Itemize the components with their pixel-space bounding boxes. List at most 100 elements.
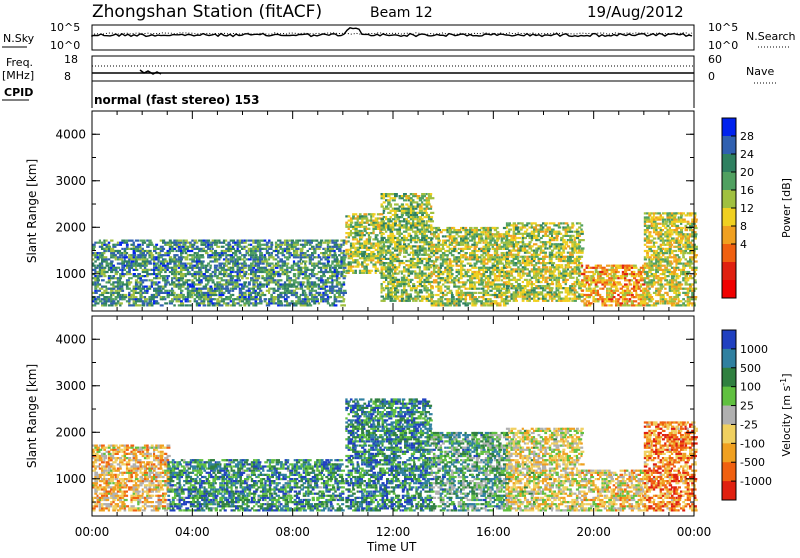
power-cell [342,260,346,263]
power-cell [412,262,416,265]
power-cell [116,277,120,280]
power-cell [110,277,114,280]
power-cell [352,215,355,218]
power-cell [462,235,467,238]
power-cell [358,232,362,235]
power-cell [548,253,552,256]
power-cell [457,304,461,307]
power-cell [519,245,524,248]
power-cell [385,287,390,290]
power-cell [487,226,491,230]
power-cell [263,268,268,271]
power-cell [398,285,403,288]
power-cell [421,236,425,240]
power-cell [213,291,217,294]
power-cell [448,304,453,307]
power-cell [466,258,470,261]
power-cell [250,277,254,280]
power-cell [247,243,251,246]
power-cell [315,264,319,267]
power-cell [475,241,479,244]
power-cell [594,268,598,271]
power-cell [466,293,471,297]
power-cell [119,293,122,297]
power-cell [382,224,385,227]
power-cell [290,285,295,288]
power-cell [425,203,429,206]
power-cell [227,298,232,301]
power-cell [354,261,357,264]
power-cell [448,231,453,234]
power-cell [587,289,593,292]
power-cell [412,211,416,214]
power-cell [130,264,135,267]
power-cell [389,268,393,271]
power-cell [153,281,157,284]
power-cell [521,285,525,288]
power-cell [421,299,424,302]
power-cell [216,268,220,271]
power-cell [155,262,159,265]
power-cell [363,259,368,262]
power-cell [587,279,592,282]
power-cell [528,291,533,294]
power-cell [462,283,467,286]
power-cell [340,252,344,255]
power-cell [116,279,121,282]
power-cell [292,279,297,282]
power-cell [252,289,256,292]
power-cell [204,268,208,271]
power-cell [594,281,598,284]
power-cell [304,268,307,271]
power-cell [380,232,385,235]
power-cell [326,245,329,248]
power-cell [551,253,554,256]
power-cell [505,245,510,248]
power-cell [394,203,397,206]
power-cell [361,253,364,256]
power-cell [363,221,368,224]
power-cell [548,222,552,225]
power-cell [450,279,455,282]
power-cell [405,295,409,298]
power-cell [286,277,291,280]
power-cell [578,270,582,273]
power-cell [496,293,499,297]
power-cell [288,266,293,269]
power-cell [227,275,232,278]
power-cell [207,262,210,265]
power-cell [464,229,468,232]
power-cell [333,279,336,282]
power-cell [317,285,321,288]
power-cell [398,295,402,298]
power-cell [498,285,502,288]
power-cell [389,209,393,212]
power-cell [521,289,526,292]
power-cell [252,256,255,259]
power-cell [340,273,344,276]
power-cell [519,222,524,225]
power-cell [193,252,198,255]
power-cell [564,243,569,246]
power-cell [143,298,149,301]
power-cell [583,277,586,280]
power-cell [446,268,451,271]
power-cell [320,268,323,271]
power-cell [519,247,524,250]
power-cell [523,287,527,290]
power-cell [457,243,461,246]
power-cell [157,289,161,292]
power-cell [562,245,566,248]
power-cell [137,264,141,267]
power-cell [599,277,603,280]
power-cell [537,291,541,294]
power-cell [184,268,189,271]
power-cell [128,304,132,307]
power-cell [356,246,360,249]
power-cell [391,236,396,240]
power-cell [521,295,526,298]
power-cell [202,239,207,242]
power-cell [435,252,439,255]
power-cell [277,300,281,303]
power-cell [213,298,216,301]
